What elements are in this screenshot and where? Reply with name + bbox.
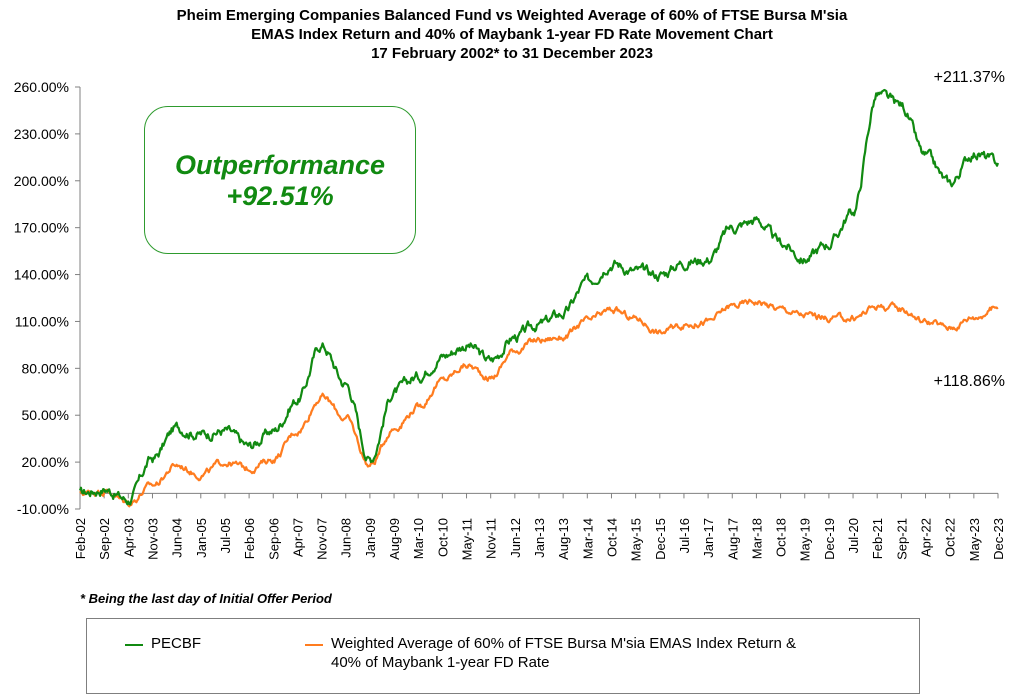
chart-title-line-1: Pheim Emerging Companies Balanced Fund v… xyxy=(176,7,848,24)
y-tick-label: 50.00% xyxy=(22,407,69,423)
x-tick-label: Aug-17 xyxy=(725,518,740,560)
x-tick-label: Sep-21 xyxy=(894,518,909,560)
x-tick-label: Jun-04 xyxy=(170,518,185,558)
x-tick-label: Jan-17 xyxy=(701,518,716,558)
benchmark-end-label: +118.86% xyxy=(934,373,1005,390)
x-tick-label: Jul-20 xyxy=(846,518,861,553)
x-tick-label: Feb-02 xyxy=(73,518,88,559)
outperformance-value: +92.51% xyxy=(226,181,334,211)
x-tick-label: May-11 xyxy=(460,518,475,560)
x-tick-label: Dec-23 xyxy=(991,518,1006,560)
y-tick-label: 80.00% xyxy=(22,360,69,376)
fund-end-label: +211.37% xyxy=(934,69,1005,86)
legend-item-fund: PECBF xyxy=(125,634,201,653)
x-tick-label: Apr-03 xyxy=(121,518,136,557)
x-axis: Feb-02 Sep-02 Apr-03 Nov-03 Jun-04 Jan-05 Jul-… xyxy=(73,492,1006,561)
x-tick-label: Jan-13 xyxy=(532,518,547,558)
x-tick-label: Nov-11 xyxy=(484,518,499,559)
legend-item-benchmark: Weighted Average of 60% of FTSE Bursa M'… xyxy=(305,634,885,672)
x-tick-label: Aug-13 xyxy=(556,518,571,560)
legend-label-benchmark-line-2: 40% of Maybank 1-year FD Rate xyxy=(331,654,550,671)
x-tick-label: Sep-02 xyxy=(97,518,112,560)
x-tick-label: Jan-05 xyxy=(194,518,209,558)
x-tick-label: Dec-15 xyxy=(653,518,668,560)
y-tick-label: -10.00% xyxy=(17,501,69,517)
y-tick-label: 200.00% xyxy=(14,173,69,189)
y-tick-label: 260.00% xyxy=(14,79,69,95)
x-tick-label: Apr-22 xyxy=(919,518,934,557)
legend-swatch-benchmark xyxy=(305,644,323,646)
chart-title-line-3: 17 February 2002* to 31 December 2023 xyxy=(371,45,653,62)
x-tick-label: Feb-06 xyxy=(242,518,257,559)
x-tick-label: Jan-09 xyxy=(363,518,378,558)
x-tick-label: Nov-03 xyxy=(145,518,160,560)
x-tick-label: Dec-19 xyxy=(822,518,837,560)
series-line-benchmark xyxy=(79,298,999,508)
series-line-fund xyxy=(78,88,1000,506)
y-tick-label: 110.00% xyxy=(15,313,69,329)
x-tick-label: Oct-22 xyxy=(943,518,958,557)
x-tick-label: Jul-16 xyxy=(677,518,692,553)
y-tick-label: 140.00% xyxy=(14,267,69,283)
y-tick-label: 20.00% xyxy=(22,454,69,470)
chart-title-line-2: EMAS Index Return and 40% of Maybank 1-y… xyxy=(251,26,773,43)
y-axis: -10.00% 20.00% 50.00% 80.00% 110.00% 140.00% 1… xyxy=(14,79,81,517)
x-tick-label: May-19 xyxy=(798,518,813,561)
outperformance-label: Outperformance xyxy=(174,150,386,180)
x-tick-label: Oct-14 xyxy=(604,518,619,557)
x-tick-label: Jul-05 xyxy=(218,518,233,553)
x-tick-label: Mar-14 xyxy=(580,518,595,559)
chart-title: Pheim Emerging Companies Balanced Fund v… xyxy=(0,6,1024,63)
legend-label-benchmark-line-1: Weighted Average of 60% of FTSE Bursa M'… xyxy=(331,635,797,652)
x-tick-label: May-23 xyxy=(967,518,982,561)
legend-label-fund: PECBF xyxy=(151,635,202,652)
x-tick-label: Aug-09 xyxy=(387,518,402,560)
legend: PECBF Weighted Average of 60% of FTSE Bu… xyxy=(86,618,920,694)
series-layer xyxy=(78,88,1000,508)
x-tick-label: Jun-12 xyxy=(508,518,523,558)
x-tick-label: Oct-18 xyxy=(774,518,789,557)
x-tick-label: Oct-10 xyxy=(435,518,450,557)
x-tick-label: Feb-21 xyxy=(870,518,885,559)
x-tick-label: Nov-07 xyxy=(315,518,330,560)
x-tick-label: Apr-07 xyxy=(290,518,305,557)
footnote: * Being the last day of Initial Offer Pe… xyxy=(80,591,332,606)
outperformance-callout: Outperformance +92.51% xyxy=(144,106,416,254)
x-tick-label: Mar-10 xyxy=(411,518,426,559)
y-tick-label: 230.00% xyxy=(14,126,69,142)
y-tick-label: 170.00% xyxy=(14,220,69,236)
x-tick-label: Jun-08 xyxy=(339,518,354,558)
legend-swatch-fund xyxy=(125,644,143,646)
x-tick-label: Sep-06 xyxy=(266,518,281,560)
x-tick-label: May-15 xyxy=(629,518,644,561)
x-tick-label: Mar-18 xyxy=(749,518,764,559)
